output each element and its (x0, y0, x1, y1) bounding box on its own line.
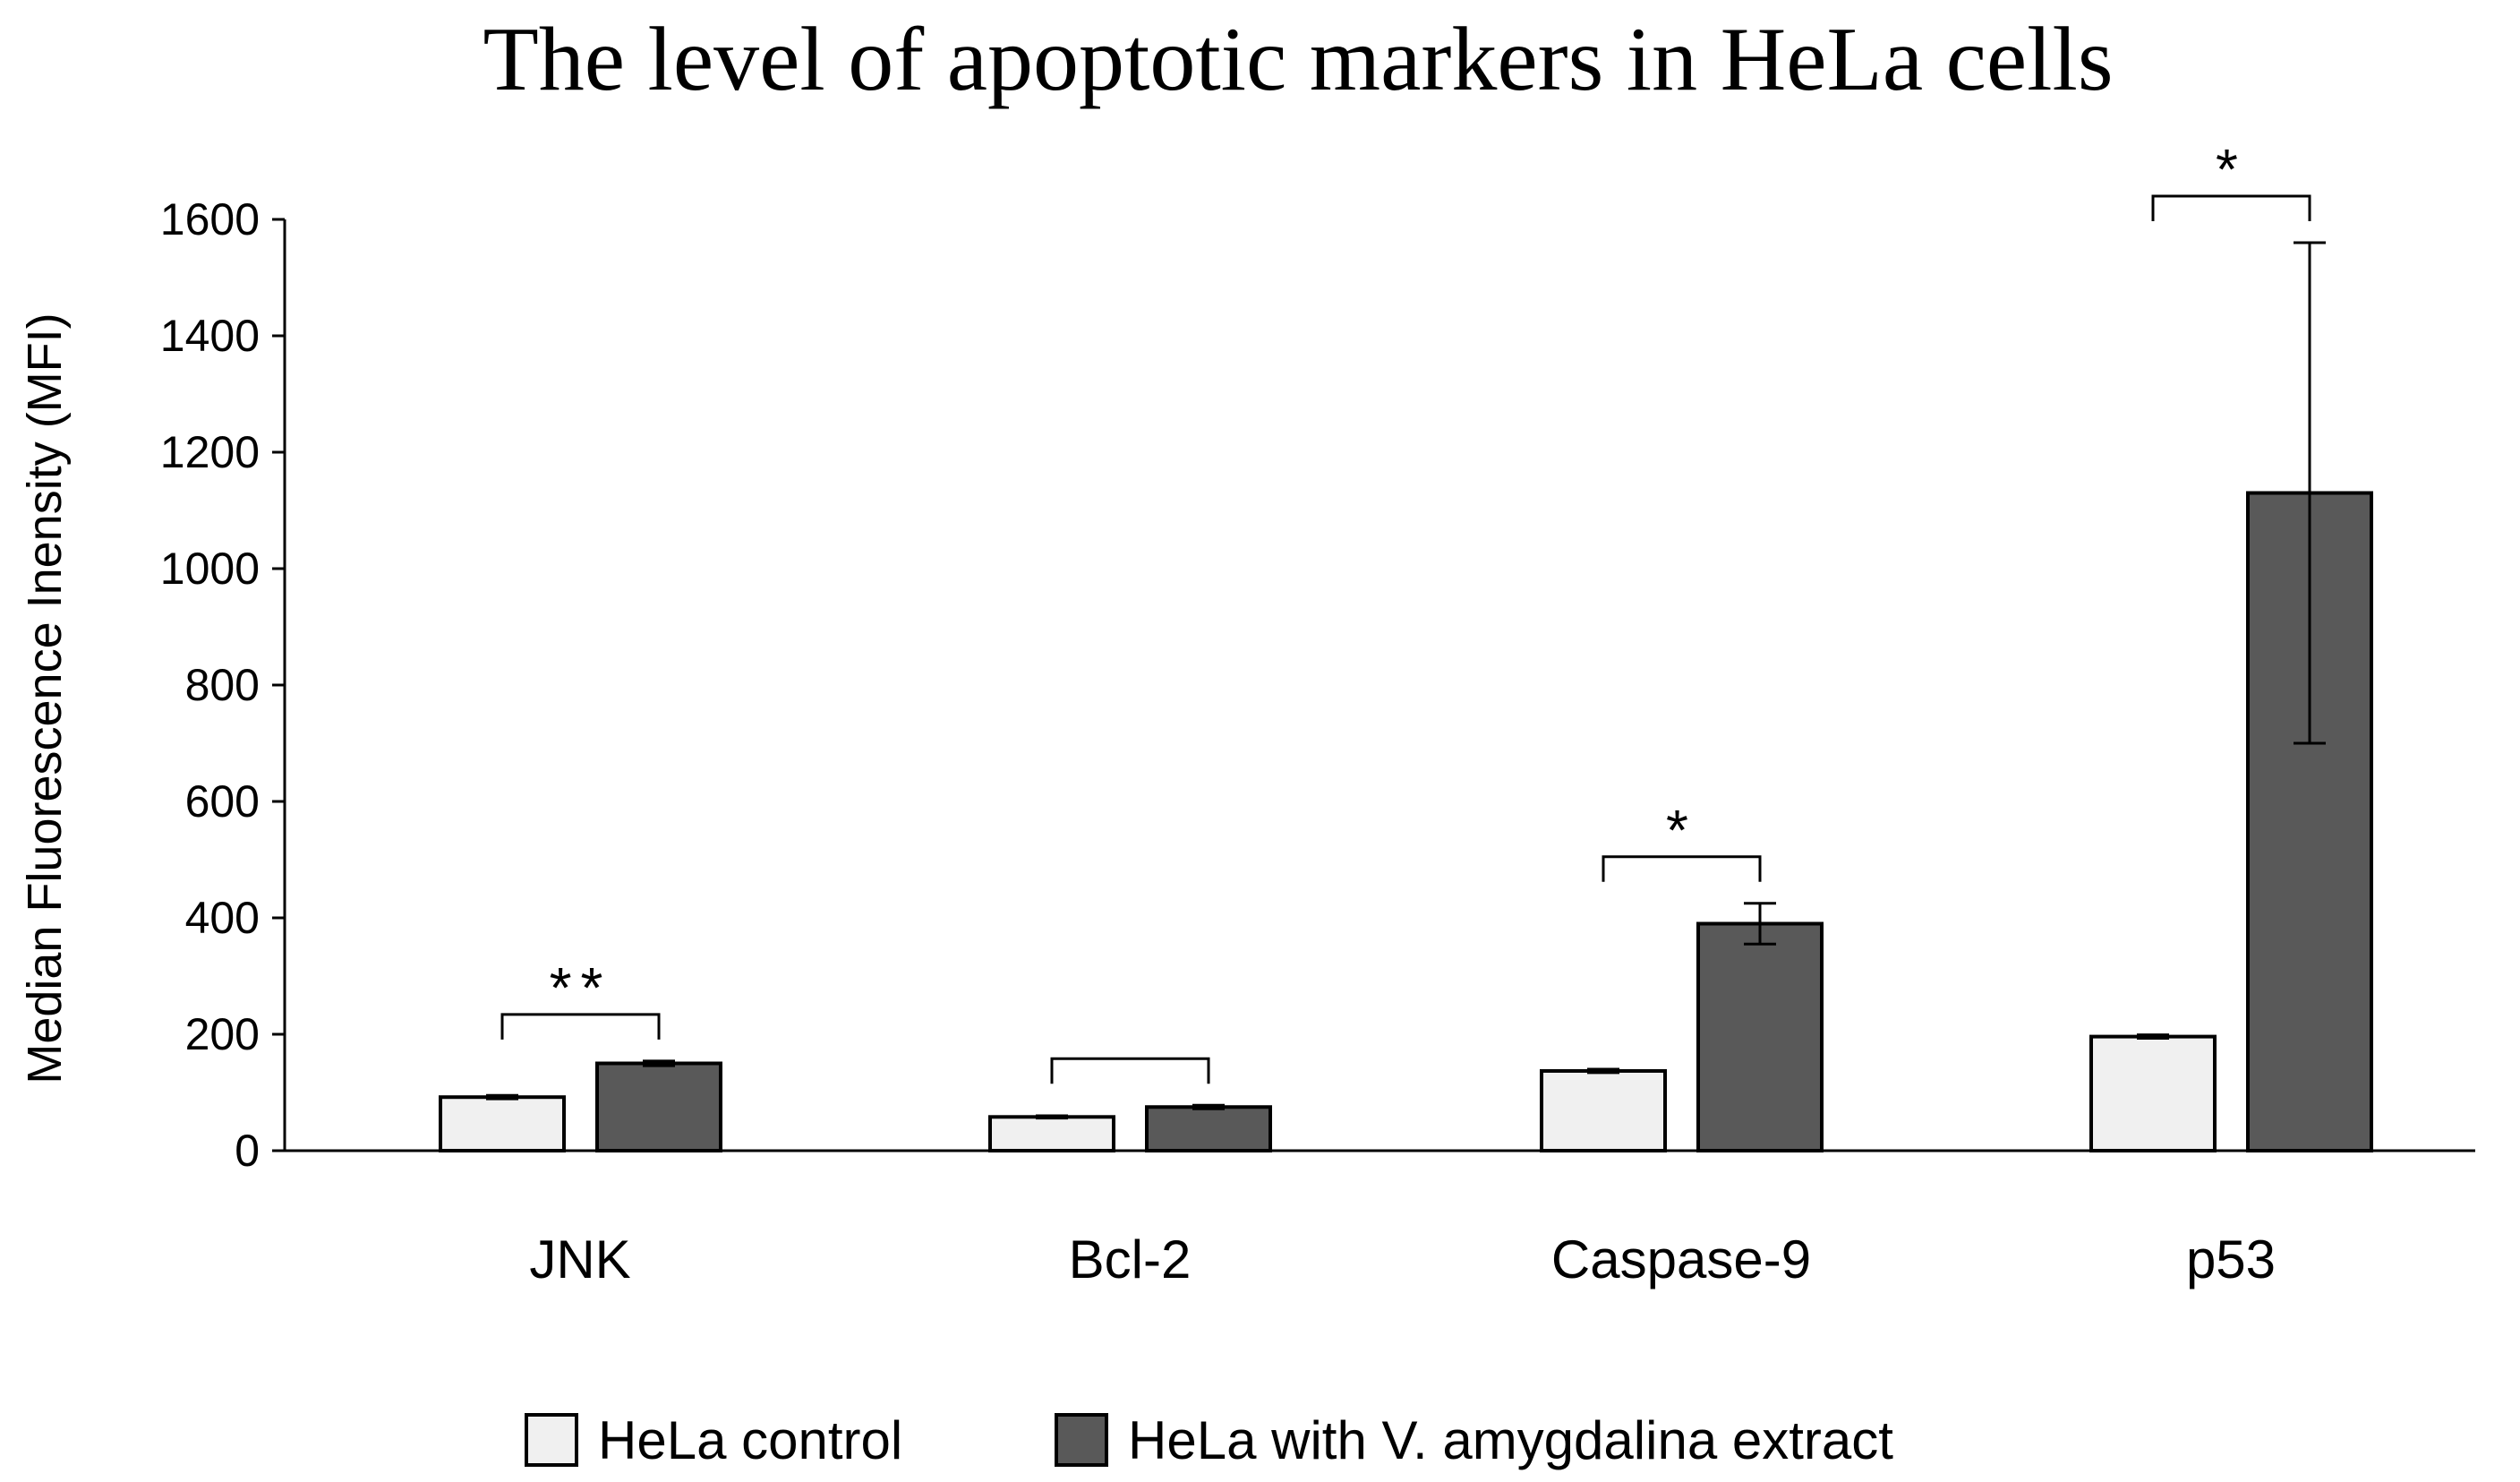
legend-label: HeLa control (598, 1410, 902, 1470)
y-tick-label: 800 (185, 660, 260, 710)
y-axis-label: Median Fluorescence Inensity (MFI) (18, 313, 72, 1084)
significance-bracket (2151, 194, 2311, 221)
y-tick-label: 1400 (160, 311, 260, 361)
bar (1540, 1068, 1667, 1152)
x-tick-label: Bcl-2 (1069, 1229, 1192, 1289)
y-tick-label: 600 (185, 776, 260, 827)
legend-swatch (1055, 1413, 1108, 1467)
significance-label: ** (550, 955, 612, 1020)
chart-title: The level of apoptotic markers in HeLa c… (483, 9, 2113, 110)
bar (2089, 1034, 2217, 1152)
bar (988, 1115, 1115, 1153)
significance-label: * (1666, 798, 1697, 862)
legend-label: HeLa with V. amygdalina extract (1128, 1410, 1893, 1470)
bar (1145, 1105, 1272, 1152)
significance-label: * (2216, 137, 2247, 201)
bar (595, 1061, 722, 1152)
x-tick-label: p53 (2186, 1229, 2276, 1289)
bar (1696, 921, 1824, 1152)
y-tick-label: 1000 (160, 544, 260, 594)
y-tick-label: 1200 (160, 427, 260, 477)
significance-bracket (1050, 1057, 1210, 1084)
legend-swatch (525, 1413, 578, 1467)
significance-bracket (500, 1013, 661, 1040)
bar (439, 1095, 566, 1152)
significance-bracket (1602, 855, 1762, 882)
x-tick-label: Caspase-9 (1551, 1229, 1811, 1289)
y-tick-label: 0 (235, 1126, 260, 1176)
y-tick-label: 1600 (160, 194, 260, 244)
y-tick-label: 200 (185, 1009, 260, 1059)
x-tick-label: JNK (529, 1229, 630, 1289)
plot-area: 0 200 400 600 800 1000 1200 1400 1600 JNK Bcl-2 Cas… (160, 137, 2475, 1289)
legend: HeLa control HeLa with V. amygdalina extr… (525, 1410, 1893, 1470)
y-tick-label: 400 (185, 893, 260, 943)
